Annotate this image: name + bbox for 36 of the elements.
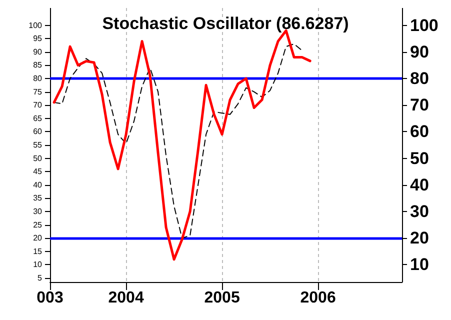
y-tick-label: 10 [33,260,43,270]
chart-title: Stochastic Oscillator (86.6287) [102,14,349,33]
y-tick-label: 85 [33,60,43,70]
x-tick-label: 2005 [204,290,240,306]
y-tick-label: 80 [33,74,43,83]
y-tick-label: 75 [33,87,43,96]
y2-tick-label: 60 [410,122,429,142]
y-tick-label: 55 [33,140,43,150]
y2-tick-label: 70 [410,96,429,115]
line-series [54,43,303,239]
y-tick-label: 65 [33,114,43,123]
y2-tick-label: 100 [410,16,438,35]
y-tick-label: 15 [33,246,43,256]
y2-tick-label: 50 [410,148,429,168]
x-tick-label: 2006 [300,290,336,306]
x-tick-label: 2004 [108,290,144,306]
y-tick-label: 100 [28,20,43,30]
y-tick-label: 40 [33,180,43,190]
y-tick-label: 95 [33,34,43,44]
y2-tick-label: 20 [410,228,429,248]
y2-tick-label: 30 [410,202,429,222]
y-tick-label: 35 [33,194,43,203]
y2-tick-label: 40 [410,175,429,194]
y-tick-label: 70 [33,100,43,110]
y-tick-label: 45 [33,167,43,176]
y2-tick-label: 10 [410,255,429,274]
y2-tick-label: 90 [410,42,429,62]
x-tick-label: 003 [36,290,64,306]
y-tick-label: 50 [33,154,43,163]
y-tick-label: 90 [33,47,43,56]
y-tick-label: 60 [33,127,43,136]
y2-tick-label: 80 [410,68,429,88]
y-tick-label: 20 [33,234,43,243]
y-tick-label: 30 [33,207,43,216]
y-tick-label: 25 [33,220,43,230]
y-tick-label: 5 [38,274,43,283]
